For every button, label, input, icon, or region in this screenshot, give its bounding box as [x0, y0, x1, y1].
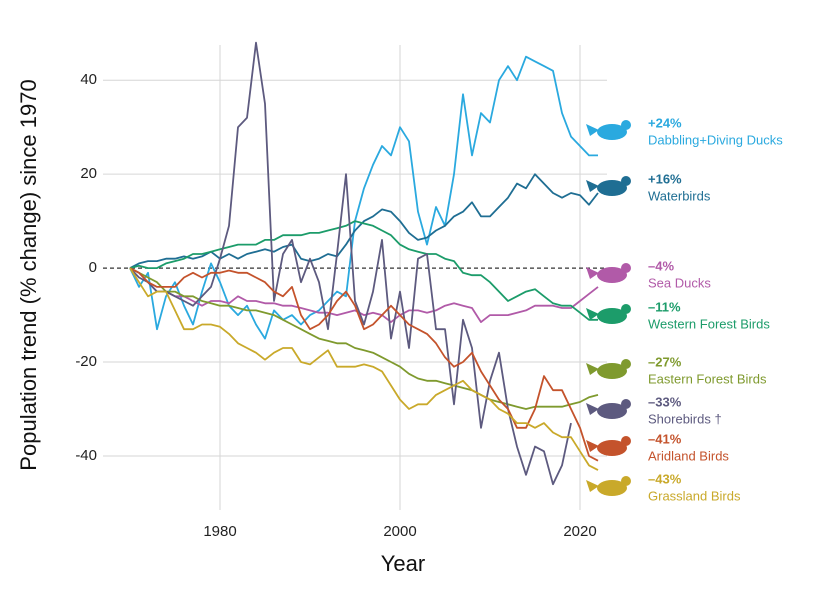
bird-body — [597, 363, 627, 379]
series-name: Eastern Forest Birds — [648, 371, 767, 386]
bird-body — [597, 480, 627, 496]
grid: -40 -20 0 20 40 1980 2000 2020 — [75, 45, 607, 540]
series-change: –43% — [648, 471, 682, 486]
y-tick-label: 0 — [89, 259, 97, 276]
bird-icon — [586, 304, 631, 324]
bird-tail — [586, 480, 599, 492]
bird-head — [621, 359, 631, 369]
lines — [129, 41, 599, 486]
bird-body — [597, 308, 627, 324]
bird-head — [621, 120, 631, 130]
series-line — [129, 267, 599, 471]
bird-body — [597, 180, 627, 196]
bird-head — [621, 304, 631, 314]
bird-body — [597, 403, 627, 419]
series-name: Grassland Birds — [648, 488, 741, 503]
x-axis-label: Year — [381, 551, 425, 576]
bird-tail — [586, 124, 599, 136]
series-name: Dabbling+Diving Ducks — [648, 132, 783, 147]
series-change: –4% — [648, 258, 674, 273]
series-change: –11% — [648, 299, 681, 314]
y-tick-label: 20 — [80, 165, 97, 182]
bird-body — [597, 124, 627, 140]
bird-head — [621, 263, 631, 273]
x-tick-label: 2000 — [383, 523, 416, 540]
bird-icon — [586, 359, 631, 379]
series-line — [129, 267, 599, 410]
series-name: Waterbirds — [648, 188, 711, 203]
bird-body — [597, 267, 627, 283]
series-name: Sea Ducks — [648, 275, 711, 290]
series-change: –27% — [648, 354, 682, 369]
series-change: +16% — [648, 171, 682, 186]
bird-icon — [586, 399, 631, 419]
bird-icon — [586, 263, 631, 283]
bird-tail — [586, 440, 599, 452]
x-tick-label: 2020 — [563, 523, 596, 540]
bird-icon — [586, 476, 631, 496]
bird-tail — [586, 308, 599, 320]
series-line — [129, 220, 598, 321]
bird-tail — [586, 180, 599, 192]
series-line — [129, 41, 572, 486]
bird-icon — [586, 436, 631, 456]
y-axis-label: Population trend (% change) since 1970 — [16, 79, 41, 470]
bird-head — [621, 176, 631, 186]
bird-body — [597, 440, 627, 456]
series-name: Shorebirds † — [648, 411, 722, 426]
y-tick-label: -20 — [75, 353, 97, 370]
series-change: +24% — [648, 115, 682, 130]
series-name: Aridland Birds — [648, 448, 729, 463]
series-change: –41% — [648, 431, 682, 446]
x-tick-label: 1980 — [203, 523, 236, 540]
series-change: –33% — [648, 394, 682, 409]
bird-icon — [586, 120, 631, 140]
bird-head — [621, 399, 631, 409]
bird-icon — [586, 176, 631, 196]
bird-head — [621, 436, 631, 446]
series-line — [129, 267, 599, 462]
series-labels: +24% Dabbling+Diving Ducks +16% Waterbirds –… — [586, 115, 783, 503]
bird-tail — [586, 363, 599, 375]
y-tick-label: 40 — [80, 71, 97, 88]
bird-tail — [586, 403, 599, 415]
series-name: Western Forest Birds — [648, 316, 770, 331]
series-line — [129, 55, 598, 340]
bird-head — [621, 476, 631, 486]
y-tick-label: -40 — [75, 447, 97, 464]
bird-tail — [586, 267, 599, 279]
